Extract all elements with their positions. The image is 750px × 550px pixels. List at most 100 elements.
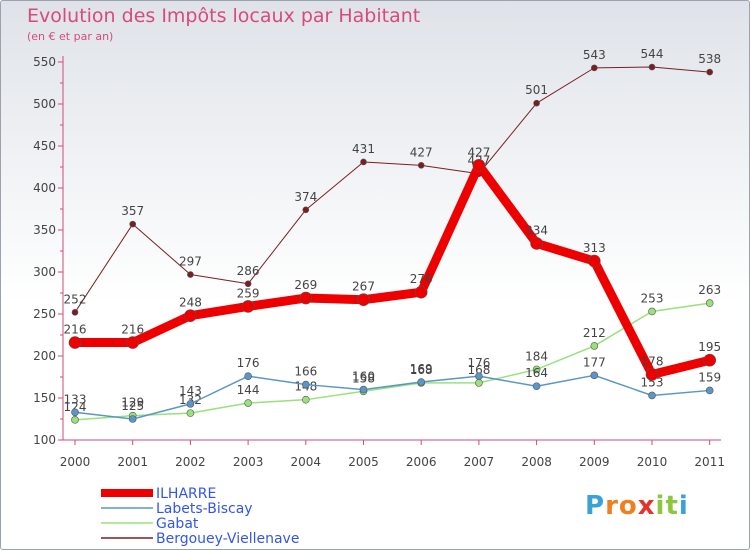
data-label-bergouey-viellenave: 431 bbox=[352, 142, 375, 156]
data-label-gabat: 212 bbox=[583, 326, 606, 340]
data-label-bergouey-viellenave: 501 bbox=[525, 83, 548, 97]
data-label-bergouey-viellenave: 538 bbox=[698, 52, 721, 66]
data-label-labets-biscay: 159 bbox=[698, 370, 721, 384]
data-point-bergouey-viellenave bbox=[590, 64, 598, 72]
data-label-labets-biscay: 133 bbox=[64, 392, 87, 406]
y-tick-label: 100 bbox=[33, 433, 56, 447]
data-point-ilharre bbox=[645, 368, 659, 381]
series-line-labets-biscay bbox=[74, 374, 711, 420]
data-point-ilharre bbox=[184, 309, 197, 322]
data-label-bergouey-viellenave: 252 bbox=[64, 292, 87, 306]
data-point-bergouey-viellenave bbox=[129, 220, 136, 228]
series-line-bergouey-viellenave bbox=[74, 66, 711, 313]
data-point-gabat bbox=[301, 395, 310, 404]
data-label-gabat: 263 bbox=[698, 283, 721, 297]
data-point-gabat bbox=[532, 365, 541, 374]
logo-letter: i bbox=[655, 491, 666, 521]
series-line-gabat bbox=[74, 302, 711, 421]
data-point-labets-biscay bbox=[128, 415, 137, 423]
data-point-ilharre bbox=[472, 159, 486, 172]
y-tick-label: 300 bbox=[33, 265, 56, 279]
data-point-bergouey-viellenave bbox=[533, 99, 540, 107]
data-point-labets-biscay bbox=[417, 378, 426, 386]
data-point-ilharre bbox=[126, 336, 139, 349]
data-point-gabat bbox=[71, 416, 79, 424]
data-point-ilharre bbox=[587, 254, 601, 268]
series-line-ilharre bbox=[70, 160, 715, 379]
x-tick-label: 2006 bbox=[406, 455, 437, 469]
y-tick-label: 250 bbox=[33, 307, 56, 321]
data-label-ilharre: 334 bbox=[525, 223, 548, 237]
y-tick-label: 200 bbox=[33, 349, 56, 363]
data-label-ilharre: 195 bbox=[698, 340, 721, 354]
x-tick-label: 2005 bbox=[348, 455, 379, 469]
data-label-gabat: 168 bbox=[410, 363, 433, 377]
data-label-labets-biscay: 160 bbox=[352, 370, 375, 384]
data-label-ilharre: 313 bbox=[583, 241, 606, 255]
data-point-ilharre bbox=[299, 291, 313, 305]
data-label-ilharre: 248 bbox=[179, 296, 202, 310]
data-label-labets-biscay: 125 bbox=[121, 399, 144, 413]
data-point-gabat bbox=[590, 342, 599, 350]
data-label-labets-biscay: 164 bbox=[525, 366, 548, 380]
data-label-labets-biscay: 166 bbox=[294, 365, 317, 379]
y-tick-label: 400 bbox=[33, 181, 56, 195]
x-tick-label: 2002 bbox=[175, 455, 206, 469]
x-tick-label: 2003 bbox=[233, 455, 264, 469]
data-label-ilharre: 427 bbox=[467, 145, 490, 159]
legend-label: Gabat bbox=[156, 516, 199, 532]
data-point-labets-biscay bbox=[301, 380, 310, 389]
data-point-ilharre bbox=[703, 353, 717, 367]
x-tick-label: 2000 bbox=[60, 455, 91, 469]
data-point-gabat bbox=[475, 379, 483, 387]
x-tick-label: 2008 bbox=[521, 455, 552, 469]
data-label-bergouey-viellenave: 543 bbox=[583, 48, 606, 62]
data-point-bergouey-viellenave bbox=[302, 206, 310, 214]
data-point-labets-biscay bbox=[705, 386, 714, 395]
data-label-bergouey-viellenave: 427 bbox=[410, 145, 433, 159]
data-label-bergouey-viellenave: 374 bbox=[294, 190, 317, 204]
data-point-labets-biscay bbox=[475, 372, 483, 380]
data-label-bergouey-viellenave: 357 bbox=[121, 204, 144, 218]
logo-letter: P bbox=[585, 491, 606, 521]
y-tick-label: 500 bbox=[33, 97, 56, 111]
data-point-ilharre bbox=[414, 285, 428, 299]
data-label-gabat: 168 bbox=[467, 363, 490, 377]
data-label-labets-biscay: 177 bbox=[583, 355, 606, 369]
data-label-ilharre: 267 bbox=[352, 280, 375, 294]
data-point-bergouey-viellenave bbox=[360, 158, 367, 166]
data-point-gabat bbox=[186, 409, 195, 417]
chart-subtitle: (en € et par an) bbox=[27, 30, 114, 43]
data-label-labets-biscay: 176 bbox=[237, 356, 260, 370]
y-tick-label: 350 bbox=[33, 223, 56, 237]
logo-letter: t bbox=[665, 491, 679, 521]
legend-label: Bergouey-Viellenave bbox=[156, 531, 299, 547]
data-label-ilharre: 216 bbox=[121, 323, 144, 337]
data-label-bergouey-viellenave: 286 bbox=[237, 264, 260, 278]
logo-letter: r bbox=[605, 491, 619, 521]
data-point-gabat bbox=[648, 307, 656, 316]
data-point-labets-biscay bbox=[532, 382, 541, 391]
data-label-ilharre: 216 bbox=[64, 323, 87, 337]
data-label-gabat: 253 bbox=[641, 291, 664, 305]
data-point-bergouey-viellenave bbox=[417, 162, 425, 169]
legend-label: ILHARRE bbox=[156, 486, 216, 502]
x-tick-label: 2011 bbox=[694, 455, 725, 469]
data-label-gabat: 184 bbox=[525, 349, 548, 363]
logo-letter: x bbox=[637, 491, 656, 521]
data-label-labets-biscay: 143 bbox=[179, 384, 202, 398]
x-tick-label: 2004 bbox=[291, 455, 322, 469]
data-point-ilharre bbox=[357, 293, 370, 307]
x-tick-label: 2007 bbox=[464, 455, 495, 469]
data-label-ilharre: 269 bbox=[294, 278, 317, 292]
x-tick-label: 2009 bbox=[579, 455, 610, 469]
data-label-labets-biscay: 169 bbox=[410, 362, 433, 376]
data-label-bergouey-viellenave: 297 bbox=[179, 255, 202, 269]
x-tick-label: 2001 bbox=[117, 455, 148, 469]
data-point-labets-biscay bbox=[590, 371, 599, 380]
data-point-gabat bbox=[705, 299, 714, 307]
x-tick-label: 2010 bbox=[637, 455, 668, 469]
data-point-labets-biscay bbox=[244, 372, 252, 380]
